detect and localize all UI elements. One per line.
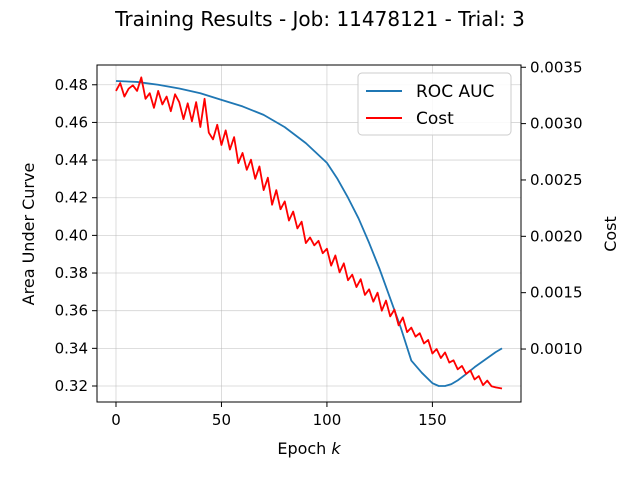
- series-layer: [115, 76, 503, 390]
- y2-tick-label: 0.0035: [530, 58, 583, 76]
- y-axis-label: Area Under Curve: [19, 163, 38, 306]
- x-axis-label-variable: k: [331, 439, 341, 458]
- x-axis: 0 50 100 150: [111, 402, 447, 429]
- y-tick-label: 0.38: [55, 264, 88, 282]
- y2-tick-label: 0.0030: [530, 115, 583, 133]
- x-axis-label-text: Epoch: [277, 439, 331, 458]
- x-tick-label: 0: [111, 411, 121, 429]
- y2-axis-label: Cost: [601, 216, 620, 252]
- x-tick-label: 50: [212, 411, 231, 429]
- legend-label-cost: Cost: [416, 109, 454, 129]
- y-tick-label: 0.46: [55, 113, 88, 131]
- y-tick-label: 0.36: [55, 302, 88, 320]
- legend-label-roc-auc: ROC AUC: [416, 82, 494, 102]
- y-axis-right: 0.0010 0.0015 0.0020 0.0025 0.0030 0.0035: [521, 58, 583, 358]
- y-tick-label: 0.48: [55, 76, 88, 94]
- chart-title: Training Results - Job: 11478121 - Trial…: [114, 7, 525, 31]
- legend-box: [357, 72, 512, 136]
- y2-tick-label: 0.0010: [530, 340, 583, 358]
- y-tick-label: 0.40: [55, 226, 88, 244]
- y-tick-label: 0.44: [55, 151, 88, 169]
- legend: ROC AUC Cost: [357, 72, 512, 136]
- y-tick-label: 0.32: [55, 377, 88, 395]
- y-tick-label: 0.42: [55, 189, 88, 207]
- y2-tick-label: 0.0015: [530, 284, 583, 302]
- x-tick-label: 150: [418, 411, 447, 429]
- plot-frame: [96, 64, 522, 403]
- x-tick-label: 100: [313, 411, 342, 429]
- y2-tick-label: 0.0025: [530, 171, 583, 189]
- y-axis-left: 0.32 0.34 0.36 0.38 0.40 0.42 0.44 0.46 0.48: [55, 76, 97, 395]
- series-line-roc-auc: [115, 80, 503, 387]
- series-line-cost: [115, 76, 503, 390]
- x-axis-label: Epoch k: [277, 439, 341, 458]
- y-tick-label: 0.34: [55, 339, 88, 357]
- y2-tick-label: 0.0020: [530, 227, 583, 245]
